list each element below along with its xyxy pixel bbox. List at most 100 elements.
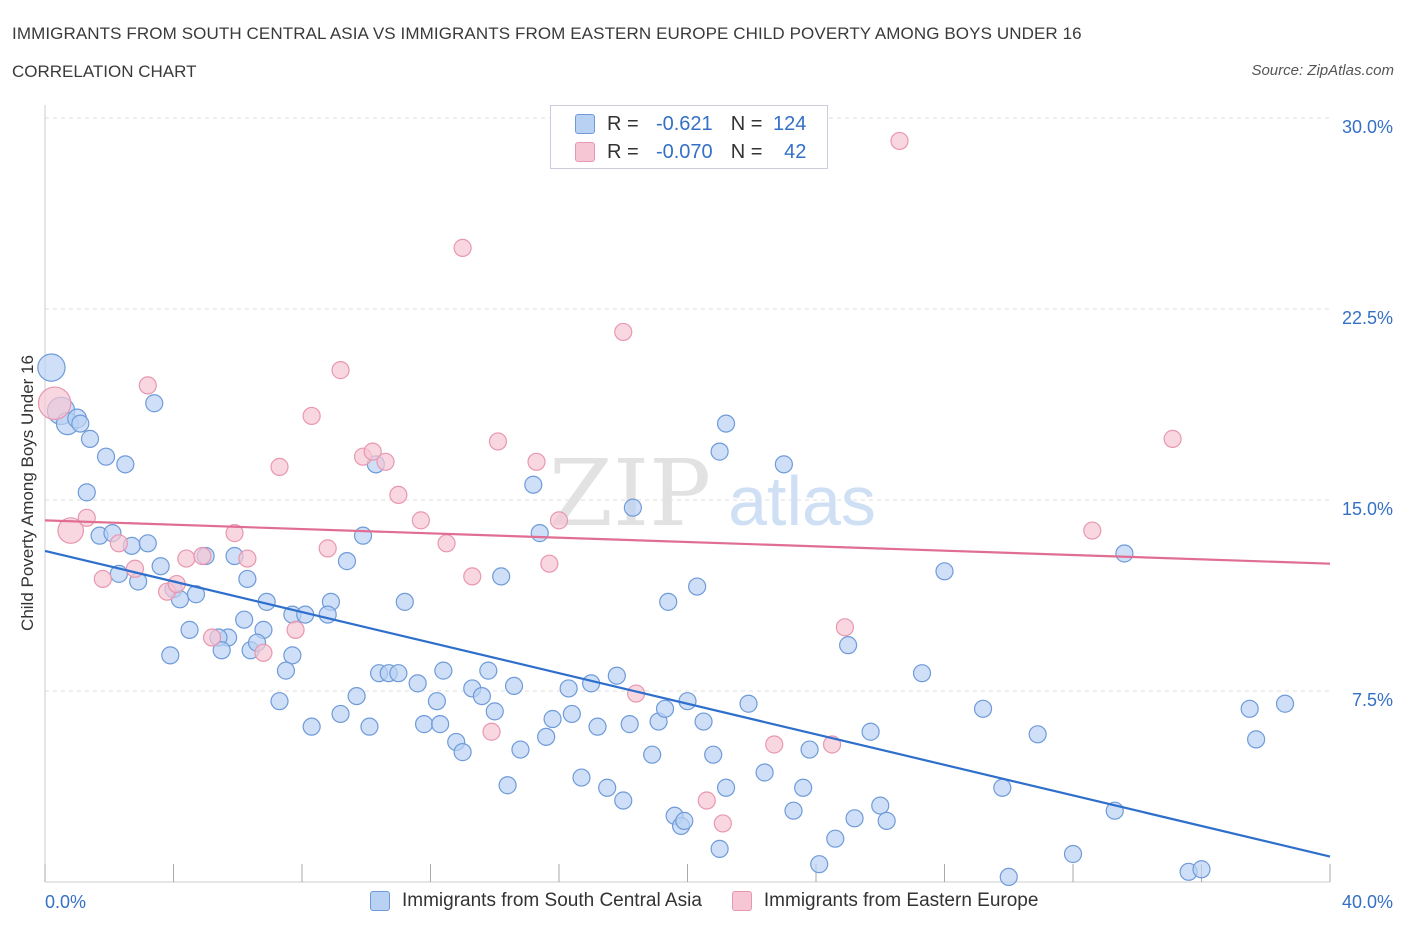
blue-data-point	[871, 796, 890, 815]
blue-data-point	[877, 811, 896, 830]
blue-data-point	[537, 727, 556, 746]
blue-data-point	[37, 353, 66, 382]
pink-data-point	[202, 628, 222, 647]
blue-data-point	[270, 692, 289, 711]
blue-data-point	[1028, 725, 1047, 744]
pink-data-point	[463, 567, 482, 586]
legend-r-value: -0.070	[655, 140, 713, 163]
trend-lines	[44, 519, 1331, 858]
blue-data-point	[71, 414, 90, 433]
pink-data-point	[376, 452, 395, 471]
series-legend-item-pink: Immigrants from Eastern Europe	[731, 890, 1039, 912]
pink-trend-line	[44, 519, 1331, 565]
pink-data-point	[37, 386, 72, 420]
blue-data-point	[582, 674, 601, 693]
pink-data-point	[614, 322, 633, 342]
blue-data-point	[77, 483, 96, 502]
pink-data-point	[890, 131, 909, 151]
blue-data-point	[588, 717, 607, 736]
blue-data-point	[96, 447, 116, 466]
series-label-pink: Immigrants from Eastern Europe	[763, 890, 1039, 911]
blue-data-point	[116, 455, 135, 474]
blue-data-point	[235, 610, 254, 629]
y-tick-label: 30.0%	[1342, 117, 1393, 137]
pink-data-point	[835, 618, 855, 637]
blue-data-point	[283, 646, 302, 665]
blue-data-point	[180, 620, 199, 639]
blue-data-point	[485, 702, 504, 721]
blue-data-point	[337, 552, 357, 571]
blue-data-point	[395, 592, 414, 611]
blue-data-point	[784, 801, 803, 820]
blue-data-point	[161, 646, 180, 665]
series-swatch-pink	[731, 891, 752, 911]
y-axis-label: Child Poverty Among Boys Under 16	[18, 355, 37, 631]
pink-data-point	[238, 549, 257, 568]
blue-data-point	[302, 717, 321, 736]
pink-data-point	[549, 511, 569, 530]
pink-data-point	[109, 534, 128, 553]
blue-data-point	[774, 455, 793, 474]
x-tick-label: 40.0%	[1342, 892, 1393, 912]
legend-row-pink: R = -0.070 N = 42	[575, 140, 806, 164]
blue-data-point	[912, 664, 932, 683]
blue-data-point	[655, 699, 675, 718]
pink-data-point	[318, 539, 337, 558]
blue-data-point	[826, 829, 845, 848]
blue-data-point	[492, 567, 511, 586]
blue-data-point	[434, 661, 453, 680]
pink-data-point	[138, 376, 157, 395]
blue-data-point	[1115, 544, 1134, 563]
legend-row-blue: R = -0.621 N = 124	[575, 112, 806, 136]
blue-data-point	[643, 745, 662, 764]
pink-data-point	[270, 457, 289, 476]
blue-data-point	[623, 498, 642, 517]
pink-data-point	[286, 620, 305, 639]
blue-data-point	[973, 699, 993, 718]
x-tick-label: 0.0%	[45, 892, 86, 912]
blue-data-point	[331, 704, 350, 724]
blue-data-point	[739, 694, 758, 713]
blue-data-point	[688, 577, 707, 596]
blue-data-point	[935, 562, 954, 581]
y-tick-label: 7.5%	[1352, 690, 1393, 710]
blue-data-point	[1063, 844, 1083, 864]
chart-title: IMMIGRANTS FROM SOUTH CENTRAL ASIA VS IM…	[12, 24, 1082, 43]
legend-r-value: -0.621	[655, 112, 713, 135]
pink-data-point	[713, 814, 732, 833]
blue-data-point	[427, 692, 447, 711]
blue-data-point	[794, 778, 813, 797]
blue-data-point	[524, 475, 543, 494]
blue-data-point	[276, 661, 296, 680]
axes	[44, 105, 1331, 883]
blue-data-point	[238, 569, 257, 589]
chart-subtitle: CORRELATION CHART	[12, 62, 197, 81]
pink-data-point	[540, 554, 559, 573]
blue-data-point	[1247, 730, 1266, 749]
series-legend: Immigrants from South Central Asia Immig…	[370, 890, 1068, 912]
blue-data-point	[543, 709, 562, 729]
blue-data-point	[80, 429, 100, 448]
pink-data-point	[1163, 429, 1182, 448]
blue-data-point	[408, 674, 427, 693]
blue-data-point	[861, 722, 880, 741]
pink-data-point	[57, 517, 85, 544]
tick-labels: 7.5% 15.0% 22.5% 30.0% 0.0% 40.0%	[45, 117, 1393, 912]
legend-swatch-pink	[575, 142, 595, 162]
blue-data-point	[620, 715, 639, 734]
blue-data-point	[1192, 860, 1211, 879]
pink-data-point	[527, 452, 546, 471]
pink-data-point	[437, 534, 456, 553]
blue-data-point	[675, 811, 694, 830]
blue-data-point	[559, 679, 578, 698]
y-tick-label: 15.0%	[1342, 499, 1393, 519]
blue-data-point	[839, 636, 858, 655]
pink-data-point	[765, 735, 784, 754]
blue-trend-line	[44, 549, 1331, 858]
source-credit: Source: ZipAtlas.com	[1251, 62, 1394, 79]
blue-data-point	[472, 686, 491, 706]
pink-data-point	[331, 361, 350, 380]
pink-data-point	[363, 442, 382, 461]
blue-data-point	[138, 534, 157, 553]
